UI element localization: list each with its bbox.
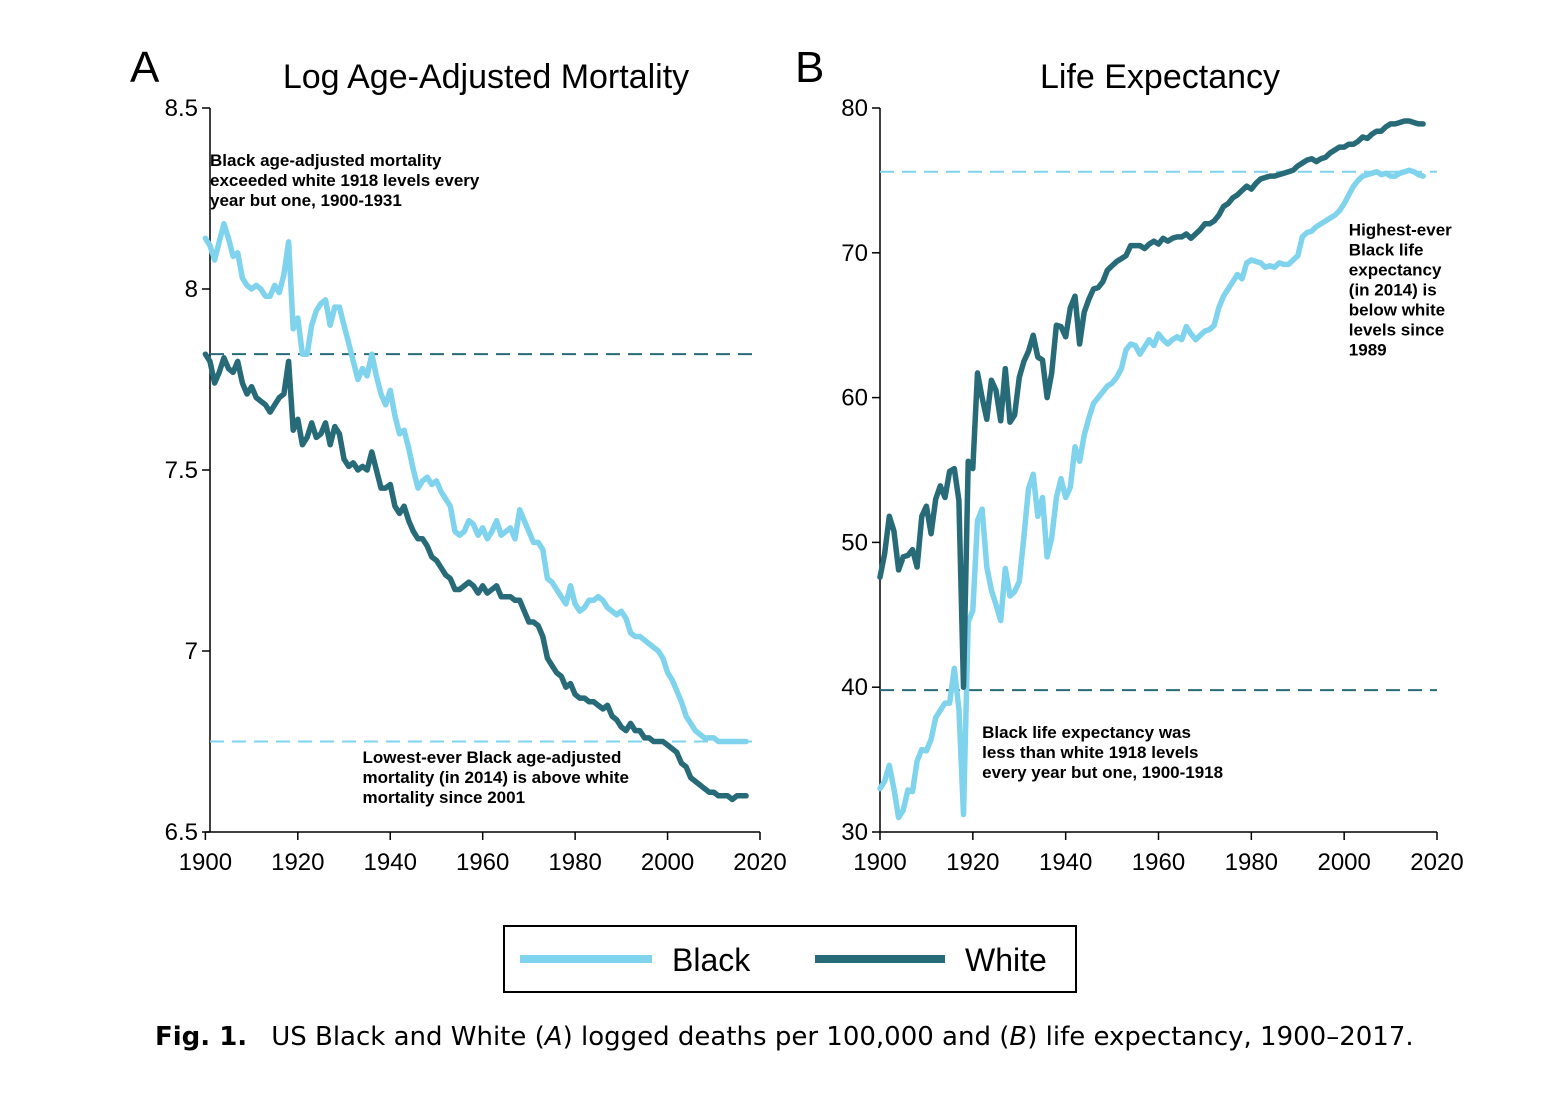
panel-b-x-tick-label: 2020 xyxy=(1410,849,1463,876)
panel-b-y-tick-label: 30 xyxy=(841,819,868,846)
panel-a-x-tick-label: 2020 xyxy=(733,849,786,876)
legend-label-black: Black xyxy=(672,942,751,978)
caption-label: Fig. 1. xyxy=(155,1022,248,1052)
panel-a-x-tick-label: 1920 xyxy=(271,849,324,876)
panel-a-x-tick-label: 1980 xyxy=(548,849,601,876)
panel-b-x-tick-label: 1920 xyxy=(946,849,999,876)
panel-b-x-tick-label: 1980 xyxy=(1225,849,1278,876)
panel-a-y-tick-label: 8.5 xyxy=(165,95,198,122)
panel-b-x-tick-label: 1900 xyxy=(853,849,906,876)
legend-label-white: White xyxy=(965,942,1047,978)
panel-a-y-tick-label: 7 xyxy=(185,638,198,665)
panel-a-x-tick-label: 1960 xyxy=(456,849,509,876)
panel-b-letter: B xyxy=(795,43,824,92)
legend: Black White xyxy=(503,925,1077,993)
panel-b-y-tick-label: 80 xyxy=(841,95,868,122)
panel-a-y-tick-label: 8 xyxy=(185,276,198,303)
caption-text-1: US Black and White ( xyxy=(271,1022,545,1052)
panel-b-annotation-2: Black life expectancy was less than white… xyxy=(982,723,1223,782)
panel-b-reference-lines xyxy=(880,170,1437,692)
panel-a-letter: A xyxy=(130,43,160,92)
panel-b-x-tick-label: 1960 xyxy=(1132,849,1185,876)
panel-a-title: Log Age-Adjusted Mortality xyxy=(283,58,689,96)
panel-b-annotation-1: Highest-ever Black life expectancy (in 2014… xyxy=(1349,220,1452,359)
panel-b-y-tick-label: 40 xyxy=(841,674,868,701)
panel-b-annotations: Highest-ever Black life expectancy (in 2014… xyxy=(982,220,1452,781)
caption-panel-b: B xyxy=(1009,1022,1028,1052)
panel-b-series-white xyxy=(877,118,1426,690)
panel-a-axes: 6.5 7 7.5 8 8.5 1900 1920 1940 1960 1980 2000 2020 xyxy=(165,95,787,876)
panel-b-y-tick-label: 70 xyxy=(841,240,868,267)
panel-b-series xyxy=(877,118,1426,821)
panel-b-y-tick-label: 60 xyxy=(841,385,868,412)
panel-b: B Life Expectancy 30 40 50 60 70 80 1900 1920 19… xyxy=(795,43,1464,876)
panel-a-y-tick-label: 6.5 xyxy=(165,819,198,846)
panel-b-title: Life Expectancy xyxy=(1040,58,1280,96)
caption-text-2: ) logged deaths per 100,000 and ( xyxy=(562,1022,1010,1052)
caption-panel-a: A xyxy=(544,1022,563,1052)
panel-b-y-tick-label: 50 xyxy=(841,529,868,556)
panel-a-x-tick-label: 2000 xyxy=(641,849,694,876)
figure-caption: Fig. 1. US Black and White (A) logged dea… xyxy=(155,1022,1535,1052)
panel-a-series-white xyxy=(202,351,749,803)
panel-b-x-tick-label: 1940 xyxy=(1039,849,1092,876)
panel-b-x-tick-label: 2000 xyxy=(1317,849,1370,876)
panel-a-x-tick-label: 1900 xyxy=(179,849,232,876)
panel-a-annotation-2: Lowest-ever Black age-adjusted mortality … xyxy=(363,748,629,807)
panel-a-x-tick-label: 1940 xyxy=(364,849,417,876)
panel-a-series xyxy=(202,221,749,803)
panel-a-y-tick-label: 7.5 xyxy=(165,457,198,484)
caption-text-3: ) life expectancy, 1900–2017. xyxy=(1027,1022,1414,1052)
panel-a-series-black xyxy=(202,221,749,745)
panel-a-annotations: Black age-adjusted mortality exceeded whi… xyxy=(210,151,629,807)
panel-a-annotation-1: Black age-adjusted mortality exceeded whi… xyxy=(210,151,480,210)
panel-b-series-black xyxy=(877,167,1426,821)
panel-a: A Log Age-Adjusted Mortality 6.5 7 7.5 8 8.5… xyxy=(130,43,787,876)
panel-b-axes: 30 40 50 60 70 80 1900 1920 1940 1960 1980 2000 2020 xyxy=(841,95,1463,876)
